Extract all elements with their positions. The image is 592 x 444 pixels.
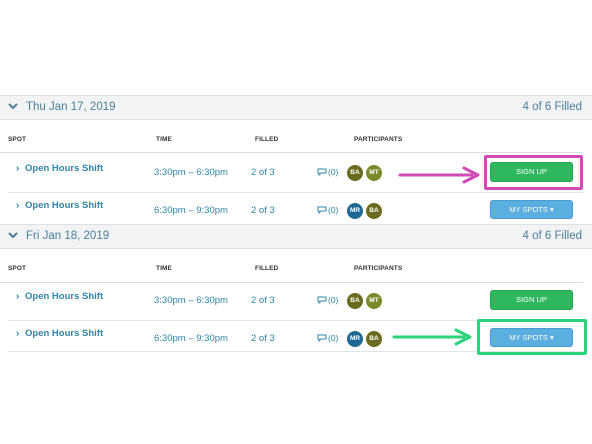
comments-link[interactable]: (0)	[317, 167, 338, 177]
chevron-right-icon: ›	[16, 163, 20, 174]
avatar[interactable]: BA	[366, 331, 382, 347]
day-header-fri[interactable]: Fri Jan 18, 2019 4 of 6 Filled	[0, 224, 592, 249]
avatar[interactable]: MT	[366, 165, 382, 181]
spot-link[interactable]: › Open Hours Shift	[16, 163, 103, 174]
my-spots-dropdown-button[interactable]: MY SPOTS ▾	[490, 200, 573, 219]
avatar[interactable]: BA	[366, 203, 382, 219]
spot-link[interactable]: › Open Hours Shift	[16, 291, 103, 302]
divider	[0, 152, 583, 153]
column-header-time: TIME	[156, 136, 172, 143]
column-header-filled: FILLED	[255, 265, 279, 272]
spot-name: Open Hours Shift	[25, 200, 104, 211]
filled-count: 2 of 3	[251, 205, 275, 216]
chevron-down-icon[interactable]	[8, 101, 18, 111]
spot-name: Open Hours Shift	[25, 163, 104, 174]
comment-icon	[317, 206, 327, 215]
chevron-right-icon: ›	[16, 200, 20, 211]
filled-count: 2 of 3	[251, 333, 275, 344]
comment-icon	[317, 168, 327, 177]
day-header-thu[interactable]: Thu Jan 17, 2019 4 of 6 Filled	[0, 95, 592, 120]
chevron-right-icon: ›	[16, 328, 20, 339]
spot-link[interactable]: › Open Hours Shift	[16, 328, 103, 339]
column-header-spot: SPOT	[8, 136, 27, 143]
filled-count: 2 of 3	[251, 295, 275, 306]
time-slot: 3:30pm – 6:30pm	[154, 295, 228, 306]
chevron-down-icon[interactable]	[8, 230, 18, 240]
sign-up-button[interactable]: SIGN UP	[490, 290, 573, 310]
spot-link[interactable]: › Open Hours Shift	[16, 200, 103, 211]
day-date: Fri Jan 18, 2019	[26, 230, 110, 242]
spot-name: Open Hours Shift	[25, 291, 104, 302]
column-header-participants: PARTICIPANTS	[354, 136, 403, 143]
day-date: Thu Jan 17, 2019	[26, 101, 116, 113]
divider	[8, 192, 583, 193]
avatar[interactable]: MR	[347, 203, 363, 219]
time-slot: 6:30pm – 9:30pm	[154, 333, 228, 344]
column-header-time: TIME	[156, 265, 172, 272]
comment-icon	[317, 296, 327, 305]
avatar[interactable]: MR	[347, 331, 363, 347]
my-spots-dropdown-button[interactable]: MY SPOTS ▾	[490, 328, 573, 347]
arrow-green	[392, 328, 472, 346]
filled-count: 2 of 3	[251, 167, 275, 178]
comment-count: (0)	[328, 205, 339, 215]
arrow-magenta	[398, 166, 480, 184]
comments-link[interactable]: (0)	[317, 333, 338, 343]
highlight-box-magenta	[484, 155, 583, 190]
chevron-right-icon: ›	[16, 291, 20, 302]
divider	[0, 282, 583, 283]
column-header-filled: FILLED	[255, 136, 279, 143]
divider	[8, 320, 583, 321]
comment-count: (0)	[328, 295, 339, 305]
spot-name: Open Hours Shift	[25, 328, 104, 339]
comment-count: (0)	[328, 333, 339, 343]
comments-link[interactable]: (0)	[317, 205, 338, 215]
comments-link[interactable]: (0)	[317, 295, 338, 305]
time-slot: 3:30pm – 6:30pm	[154, 167, 228, 178]
column-header-participants: PARTICIPANTS	[354, 265, 403, 272]
highlight-box-green	[477, 319, 587, 355]
divider	[8, 351, 583, 352]
avatar[interactable]: BA	[347, 293, 363, 309]
comment-count: (0)	[328, 167, 339, 177]
time-slot: 6:30pm – 9:30pm	[154, 205, 228, 216]
avatar[interactable]: MT	[366, 293, 382, 309]
column-header-spot: SPOT	[8, 265, 27, 272]
sign-up-button[interactable]: SIGN UP	[490, 162, 573, 182]
day-filled-summary: 4 of 6 Filled	[522, 101, 582, 113]
avatar[interactable]: BA	[347, 165, 363, 181]
day-filled-summary: 4 of 6 Filled	[522, 230, 582, 242]
comment-icon	[317, 334, 327, 343]
